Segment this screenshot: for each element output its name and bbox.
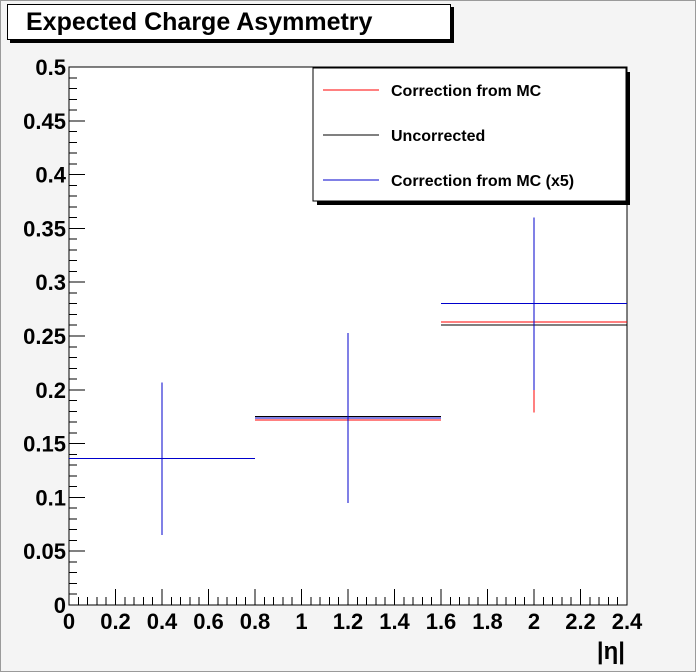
y-tick-label: 0.4 xyxy=(35,163,66,188)
x-tick-label: 0.2 xyxy=(100,609,131,634)
x-axis-title: |η| xyxy=(597,638,625,665)
legend-label: Correction from MC (x5) xyxy=(391,173,574,190)
y-tick-label: 0.25 xyxy=(23,324,66,349)
x-tick-label: 0.8 xyxy=(240,609,271,634)
y-tick-label: 0.35 xyxy=(23,216,66,241)
x-tick-label: 1 xyxy=(295,609,307,634)
x-tick-label: 2.2 xyxy=(565,609,596,634)
y-tick-label: 0.2 xyxy=(35,378,66,403)
x-tick-label: 1.4 xyxy=(379,609,410,634)
title-box: Expected Charge Asymmetry xyxy=(7,4,451,40)
y-tick-label: 0.05 xyxy=(23,539,66,564)
legend-label: Correction from MC xyxy=(391,83,542,100)
x-tick-label: 1.6 xyxy=(426,609,457,634)
x-tick-label: 2.4 xyxy=(612,609,643,634)
y-tick-label: 0 xyxy=(54,593,66,618)
x-tick-label: 0.6 xyxy=(193,609,224,634)
y-tick-label: 0.15 xyxy=(23,432,66,457)
x-tick-label: 1.2 xyxy=(333,609,364,634)
x-tick-label: 0 xyxy=(63,609,75,634)
x-tick-label: 1.8 xyxy=(472,609,503,634)
chart-title: Expected Charge Asymmetry xyxy=(26,8,373,36)
x-tick-label: 2 xyxy=(528,609,540,634)
y-tick-label: 0.5 xyxy=(35,55,66,80)
y-tick-label: 0.45 xyxy=(23,109,66,134)
y-tick-label: 0.1 xyxy=(35,485,66,510)
y-tick-label: 0.3 xyxy=(35,270,66,295)
x-tick-label: 0.4 xyxy=(147,609,178,634)
legend-label: Uncorrected xyxy=(391,128,485,145)
